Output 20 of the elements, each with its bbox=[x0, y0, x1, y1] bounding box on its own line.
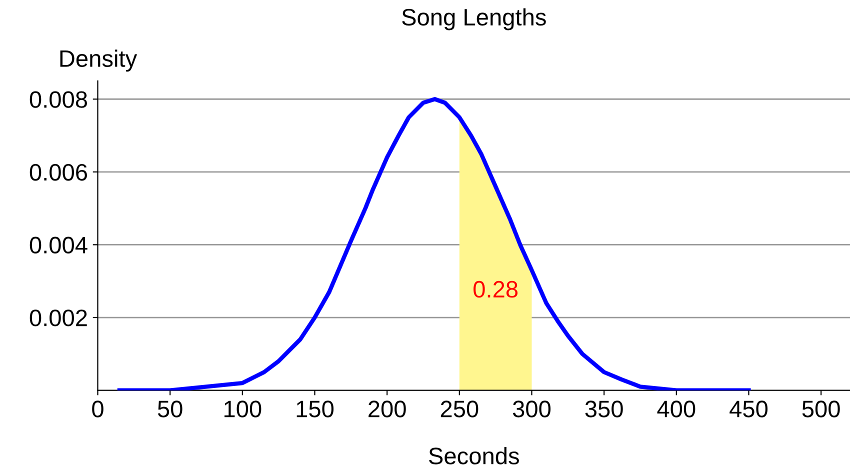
y-tick-label: 0.006 bbox=[30, 164, 87, 181]
chart-title: Song Lengths bbox=[402, 8, 546, 30]
x-tick-label: 150 bbox=[296, 400, 334, 418]
x-tick-label: 400 bbox=[657, 400, 696, 418]
y-axis-title: Density bbox=[60, 50, 138, 72]
x-tick-label: 100 bbox=[224, 400, 262, 418]
x-tick-label: 300 bbox=[512, 400, 551, 418]
y-tick-label: 0.002 bbox=[30, 310, 87, 326]
x-tick-label: 350 bbox=[585, 400, 623, 418]
x-tick-label: 200 bbox=[368, 400, 406, 418]
annotation: 0.28 bbox=[474, 280, 518, 298]
x-tick-label: 250 bbox=[440, 400, 478, 418]
y-tick-label: 0.008 bbox=[30, 91, 88, 108]
x-tick-label: 450 bbox=[730, 400, 768, 418]
y-tick-label: 0.004 bbox=[30, 236, 88, 254]
line-series bbox=[117, 97, 751, 390]
x-axis-title: Seconds bbox=[429, 447, 519, 464]
x-tick-label: 0 bbox=[92, 400, 104, 418]
x-tick-label: 50 bbox=[158, 400, 182, 418]
x-tick-label: 500 bbox=[802, 400, 840, 418]
